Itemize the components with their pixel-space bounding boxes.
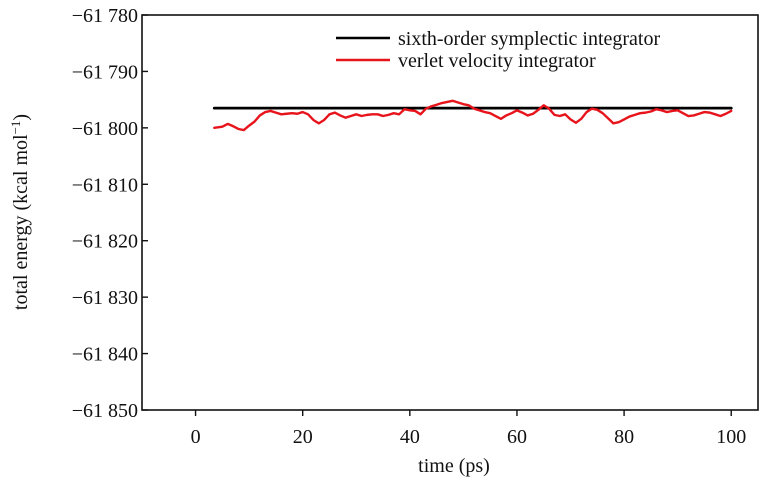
y-axis-ticks: −61 780 −61 790 −61 800 −61 810 −61 820 −61 8… — [72, 5, 148, 422]
legend-label-sixth-order: sixth-order symplectic integrator — [398, 28, 660, 50]
x-axis-tick-label: 40 — [400, 426, 420, 448]
y-axis-title-main: total energy (kcal mol — [10, 134, 32, 310]
y-axis-title-suffix: ) — [10, 114, 32, 121]
y-axis-tick-label: −61 850 — [72, 400, 138, 422]
x-axis-tick-label: 80 — [614, 426, 634, 448]
y-axis-tick-label: −61 820 — [72, 231, 138, 253]
series-line-verlet — [213, 99, 733, 132]
y-axis-tick-label: −61 800 — [72, 118, 138, 140]
y-axis-tick-label: −61 790 — [72, 61, 138, 83]
x-axis-tick-label: 0 — [191, 426, 201, 448]
y-axis-tick-label: −61 840 — [72, 344, 138, 366]
x-axis-ticks: 0 20 40 60 80 100 — [191, 410, 746, 448]
x-axis-tick-label: 100 — [716, 426, 746, 448]
y-axis-title: total energy (kcal mol−1) — [8, 114, 33, 310]
legend-label-verlet: verlet velocity integrator — [398, 50, 596, 72]
x-axis-tick-label: 20 — [293, 426, 313, 448]
y-axis-tick-label: −61 810 — [72, 174, 138, 196]
series-layer — [212, 99, 733, 132]
y-axis-tick-label: −61 830 — [72, 287, 138, 309]
plot-frame — [141, 14, 759, 411]
y-axis-tick-label: −61 780 — [72, 5, 138, 27]
y-axis-title-superscript: −1 — [8, 121, 23, 135]
x-axis-title: time (ps) — [418, 455, 490, 477]
x-axis-tick-label: 60 — [507, 426, 527, 448]
legend: sixth-order symplectic integrator verlet… — [336, 28, 660, 72]
